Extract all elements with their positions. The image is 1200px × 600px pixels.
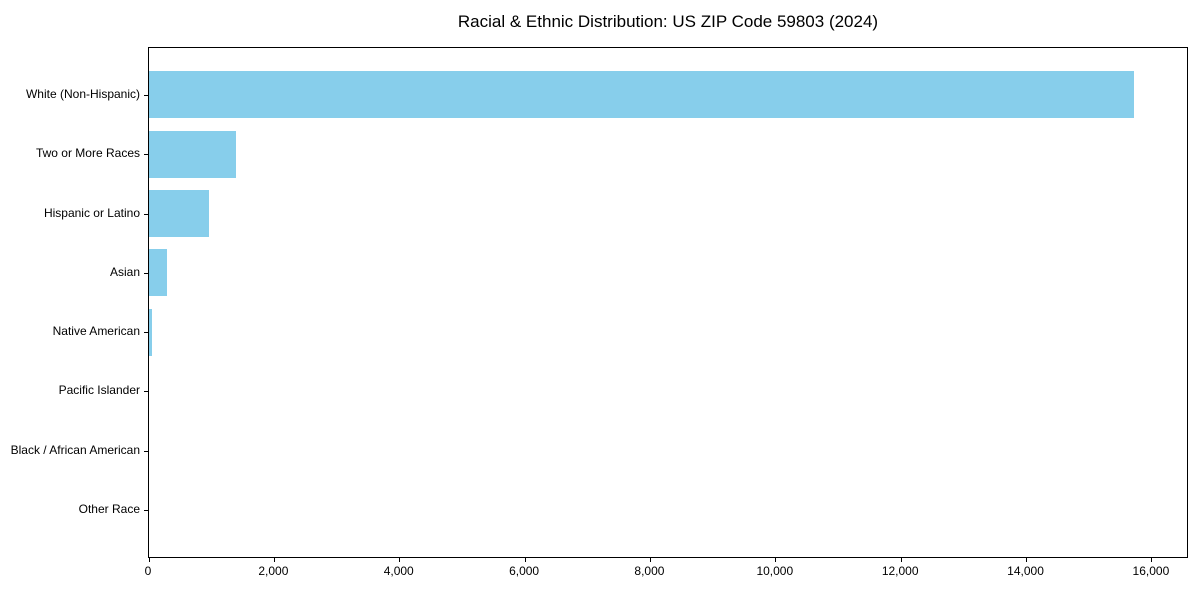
x-tick xyxy=(1151,557,1153,562)
x-tick xyxy=(775,557,777,562)
x-tick xyxy=(524,557,526,562)
plot-area xyxy=(144,47,1188,562)
x-tick-label: 2,000 xyxy=(258,564,289,578)
x-tick-label: 8,000 xyxy=(634,564,665,578)
y-tick xyxy=(144,391,148,392)
y-axis-label-native-american: Native American xyxy=(52,324,140,339)
y-tick xyxy=(144,451,148,452)
x-tick xyxy=(149,557,150,562)
y-axis-label-pacific-islander: Pacific Islander xyxy=(58,383,140,398)
y-axis-labels: White (Non-Hispanic) Two or More Races His… xyxy=(0,47,140,558)
x-tick-label: 14,000 xyxy=(1007,564,1044,578)
y-axis-label-other-race: Other Race xyxy=(78,502,140,517)
x-tick-label: 12,000 xyxy=(881,564,919,578)
y-axis-label-two-or-more-races: Two or More Races xyxy=(35,146,140,161)
x-tick xyxy=(399,557,401,562)
bar-hispanic-or-latino xyxy=(149,190,209,237)
x-tick xyxy=(1026,557,1028,562)
y-axis-label-hispanic-or-latino: Hispanic or Latino xyxy=(43,205,140,220)
y-tick xyxy=(144,214,148,215)
y-tick xyxy=(144,154,148,155)
y-axis-label-white-non-hispanic: White (Non-Hispanic) xyxy=(25,86,140,101)
bar-native-american xyxy=(149,308,153,356)
x-tick-label: 16,000 xyxy=(1132,564,1170,578)
bar-asian xyxy=(149,249,167,297)
y-tick xyxy=(144,510,148,511)
x-tick xyxy=(900,557,902,562)
y-axis-label-black-african-american: Black / African American xyxy=(10,442,140,457)
x-tick xyxy=(649,557,651,562)
y-tick xyxy=(144,95,148,96)
y-tick xyxy=(144,332,148,333)
y-tick xyxy=(144,273,148,274)
x-axis-tick-labels: 0 2,000 4,000 6,000 8,000 10,000 12,000 14,000 1… xyxy=(144,563,1188,583)
x-tick xyxy=(273,557,275,562)
x-tick-label: 0 xyxy=(144,564,152,578)
x-tick-label: 4,000 xyxy=(383,564,414,578)
bar-white-non-hispanic xyxy=(149,71,1134,119)
chart-title: Racial & Ethnic Distribution: US ZIP Cod… xyxy=(457,12,879,31)
y-axis-label-asian: Asian xyxy=(109,264,140,279)
x-tick-label: 10,000 xyxy=(756,564,794,578)
x-tick-label: 6,000 xyxy=(509,564,540,578)
bar-two-or-more-races xyxy=(149,130,236,178)
